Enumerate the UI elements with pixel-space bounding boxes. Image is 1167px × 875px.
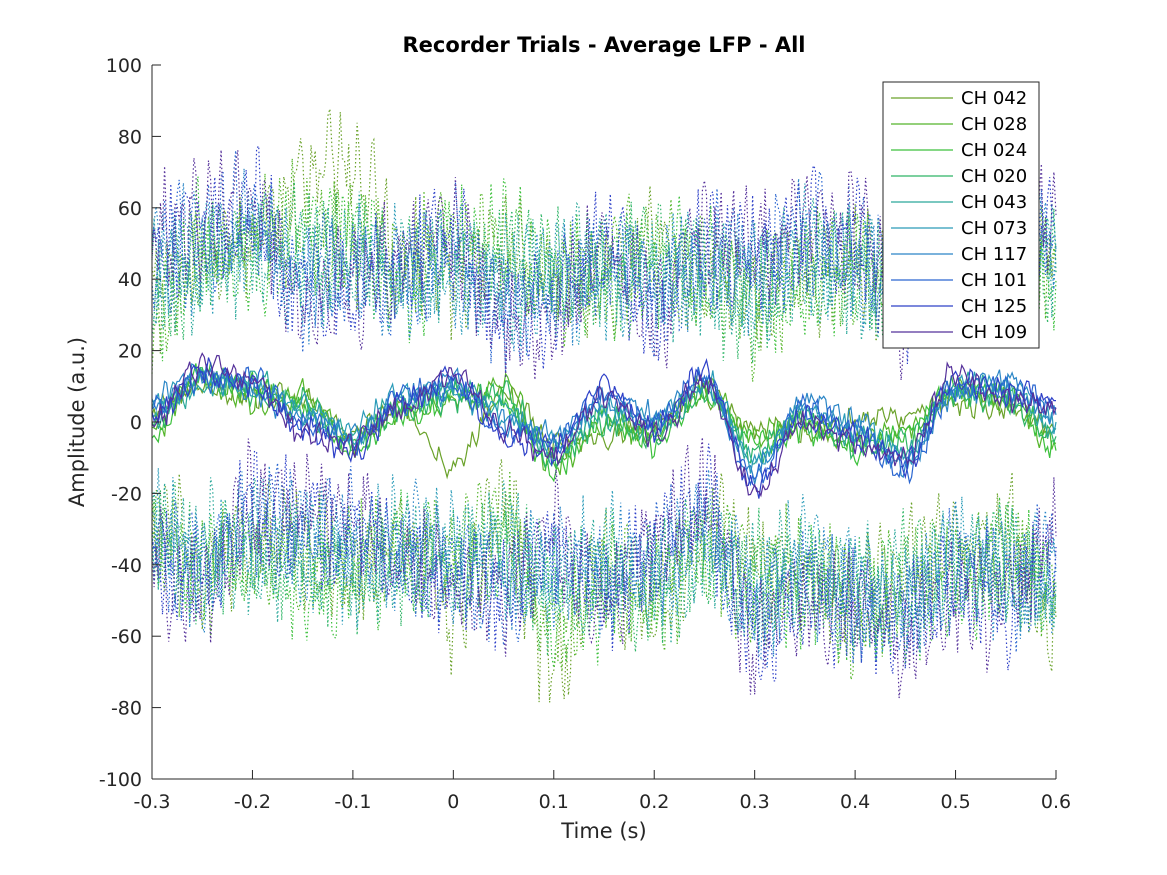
legend-label: CH 043 xyxy=(961,192,1027,213)
y-tick-label: 40 xyxy=(118,269,142,291)
mean-line xyxy=(151,366,1057,476)
x-tick-label: 0.1 xyxy=(539,791,569,813)
x-tick-label: 0.5 xyxy=(940,791,970,813)
y-tick-label: -40 xyxy=(111,555,142,577)
legend-label: CH 101 xyxy=(961,270,1027,291)
series-ch-028 xyxy=(151,158,1057,680)
legend-item: CH 043 xyxy=(891,192,1027,213)
lower-band-line xyxy=(151,437,1057,699)
x-tick-label: 0.4 xyxy=(840,791,870,813)
y-tick-label: -100 xyxy=(99,769,142,791)
legend-label: CH 117 xyxy=(961,244,1027,265)
y-tick-label: -20 xyxy=(111,483,142,505)
mean-line xyxy=(151,357,1056,499)
y-tick-label: -60 xyxy=(111,626,142,648)
x-tick-label: 0 xyxy=(447,791,459,813)
x-tick-label: -0.3 xyxy=(133,791,170,813)
upper-band-line xyxy=(151,158,1057,382)
legend-label: CH 020 xyxy=(961,166,1027,187)
lower-band-line xyxy=(151,482,1057,657)
lower-band-line xyxy=(151,470,1057,680)
mean-line xyxy=(151,352,1057,498)
y-tick-label: 20 xyxy=(118,341,142,363)
legend-item: CH 109 xyxy=(891,322,1027,343)
legend-item: CH 101 xyxy=(891,270,1027,291)
x-axis-label: Time (s) xyxy=(560,819,646,843)
legend-item: CH 024 xyxy=(891,140,1027,161)
legend: CH 042 CH 028 CH 024 CH 020 CH 043 CH 073 CH 1… xyxy=(882,81,1040,349)
legend-label: CH 125 xyxy=(961,296,1027,317)
legend-item: CH 073 xyxy=(891,218,1027,239)
y-tick-label: 100 xyxy=(106,55,142,77)
legend-item: CH 028 xyxy=(891,114,1027,135)
y-tick-label: 80 xyxy=(118,126,142,148)
x-tick-label: 0.6 xyxy=(1041,791,1071,813)
legend-item: CH 117 xyxy=(891,244,1027,265)
mean-line xyxy=(151,367,1057,469)
legend-label: CH 024 xyxy=(961,140,1027,161)
y-tick-label: 0 xyxy=(130,412,142,434)
legend-label: CH 042 xyxy=(961,88,1027,109)
x-tick-label: -0.1 xyxy=(334,791,371,813)
chart-title: Recorder Trials - Average LFP - All xyxy=(402,33,805,57)
legend-label: CH 028 xyxy=(961,114,1027,135)
x-tick-label: 0.3 xyxy=(740,791,770,813)
axes-layer: -0.3 -0.2 -0.1 0 0.1 0.2 0.3 0.4 0.5 0.6 -100 -80 -6… xyxy=(99,55,1071,813)
legend-item: CH 125 xyxy=(891,296,1027,317)
x-tick-label: 0.2 xyxy=(639,791,669,813)
mean-line xyxy=(151,366,1057,487)
y-tick-label: -80 xyxy=(111,698,142,720)
legend-item: CH 042 xyxy=(891,88,1027,109)
lower-band-line xyxy=(151,462,1057,668)
legend-label: CH 109 xyxy=(961,322,1027,343)
upper-band-line xyxy=(151,144,1057,370)
x-tick-label: -0.2 xyxy=(234,791,271,813)
legend-box xyxy=(882,81,1040,349)
y-tick-label: 60 xyxy=(118,198,142,220)
lower-band-line xyxy=(151,465,1057,663)
mean-line xyxy=(151,375,1057,480)
legend-label: CH 073 xyxy=(961,218,1027,239)
legend-item: CH 020 xyxy=(891,166,1027,187)
y-axis-label: Amplitude (a.u.) xyxy=(65,337,89,507)
